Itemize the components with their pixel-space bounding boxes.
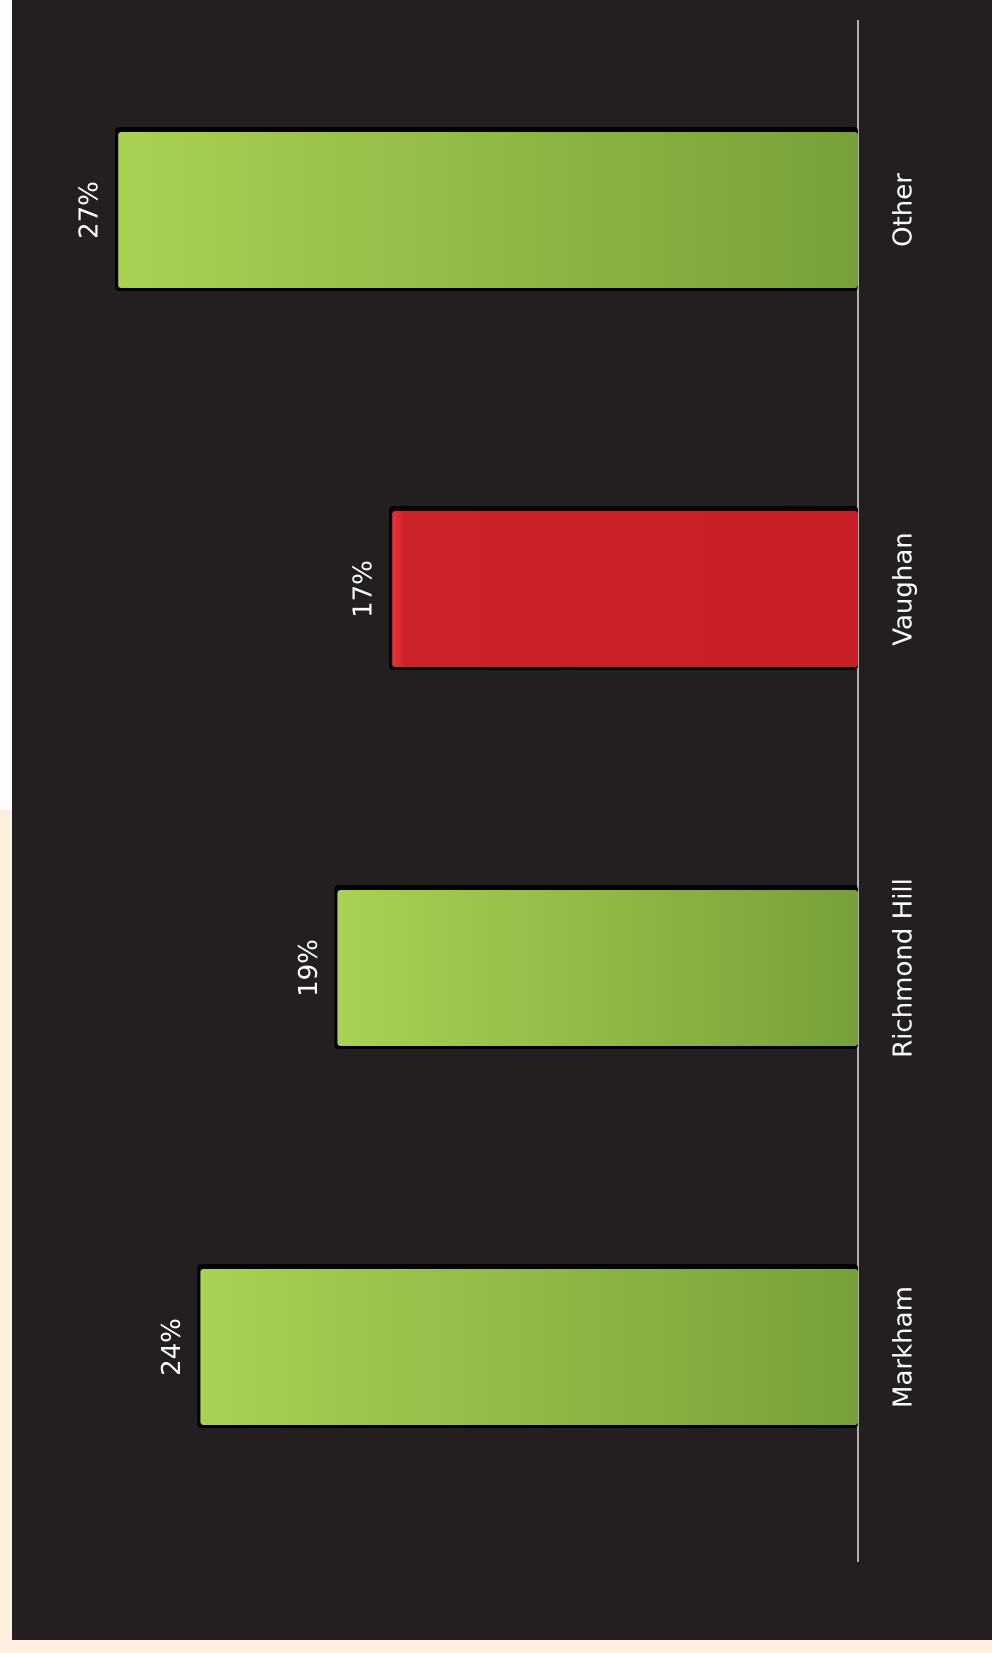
value-label: 24% xyxy=(157,1318,187,1376)
value-label: 27% xyxy=(75,181,105,239)
bar xyxy=(392,511,858,667)
category-label: Markham xyxy=(889,1286,919,1408)
category-label: Richmond Hill xyxy=(889,878,919,1058)
value-label: 17% xyxy=(349,560,379,618)
value-label: 19% xyxy=(294,939,324,997)
category-label: Other xyxy=(889,173,919,247)
bar xyxy=(200,1269,858,1425)
bar xyxy=(118,132,858,288)
category-label: Vaughan xyxy=(889,532,919,646)
bar xyxy=(337,890,858,1046)
